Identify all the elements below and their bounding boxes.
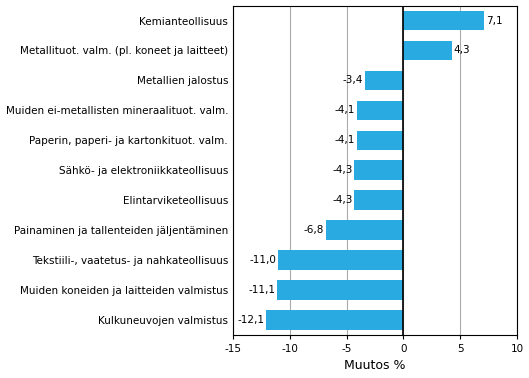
- X-axis label: Muutos %: Muutos %: [344, 359, 406, 372]
- Text: 7,1: 7,1: [486, 15, 502, 26]
- Text: -4,1: -4,1: [335, 105, 355, 115]
- Bar: [354, 191, 403, 210]
- Bar: [354, 161, 403, 180]
- Text: -11,1: -11,1: [249, 285, 276, 295]
- Bar: [357, 101, 403, 120]
- Text: 4,3: 4,3: [454, 45, 470, 56]
- Text: -12,1: -12,1: [237, 315, 264, 325]
- Text: -4,3: -4,3: [332, 165, 353, 175]
- Bar: [278, 250, 403, 270]
- Bar: [357, 130, 403, 150]
- Text: -4,3: -4,3: [332, 195, 353, 205]
- Text: -6,8: -6,8: [304, 225, 324, 235]
- Bar: [403, 11, 484, 30]
- Bar: [403, 41, 452, 60]
- Bar: [277, 280, 403, 300]
- Bar: [326, 220, 403, 240]
- Bar: [266, 310, 403, 330]
- Text: -3,4: -3,4: [343, 75, 363, 85]
- Text: -4,1: -4,1: [335, 135, 355, 145]
- Bar: [364, 71, 403, 90]
- Text: -11,0: -11,0: [250, 255, 277, 265]
